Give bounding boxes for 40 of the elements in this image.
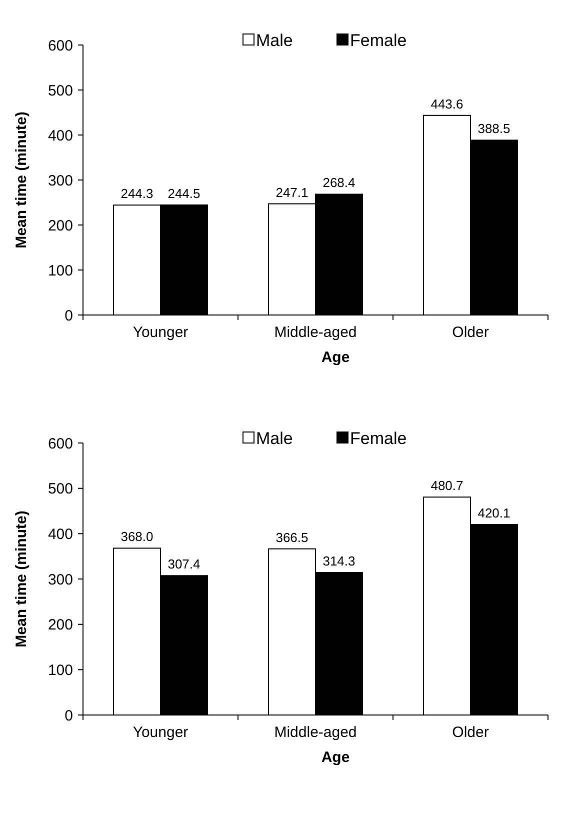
data-label: 244.3	[120, 186, 154, 202]
y-tick-label: 0	[64, 307, 73, 324]
data-label: 307.4	[168, 556, 200, 572]
y-tick-label: 600	[48, 37, 73, 54]
x-tick-label: Middle-aged	[274, 724, 357, 741]
y-tick-label: 300	[48, 172, 73, 190]
legend-label: Female	[350, 428, 407, 448]
y-tick-label: 100	[48, 662, 73, 679]
y-tick-label: 100	[48, 262, 73, 280]
x-tick-label: Younger	[132, 724, 188, 741]
x-tick-label: Middle-aged	[274, 324, 357, 341]
data-label: 420.1	[478, 506, 510, 521]
data-label: 244.5	[168, 186, 200, 201]
y-tick-label: 400	[48, 127, 73, 144]
data-label: 480.7	[430, 478, 464, 494]
data-label: 443.6	[430, 96, 464, 112]
x-tick-label: Younger	[132, 324, 188, 341]
y-tick-label: 0	[64, 707, 73, 724]
x-tick-label: Older	[452, 724, 489, 741]
y-axis-title: Mean time (minute)	[13, 112, 30, 248]
x-tick-label: Older	[452, 324, 489, 341]
x-axis-title: Age	[321, 749, 350, 766]
y-tick-label: 200	[48, 217, 73, 234]
data-label: 247.1	[276, 184, 308, 200]
y-tick-label: 200	[48, 616, 73, 634]
y-axis-title: Mean time (minute)	[13, 510, 30, 648]
y-tick-label: 500	[48, 82, 73, 100]
legend-label: Male	[256, 428, 293, 448]
legend-label: Male	[256, 30, 293, 50]
legend-label: Female	[350, 30, 407, 50]
x-axis-title: Age	[321, 349, 350, 366]
y-tick-label: 400	[48, 526, 73, 543]
data-label: 314.3	[322, 554, 356, 569]
data-label: 268.4	[322, 175, 356, 190]
y-tick-label: 300	[48, 571, 73, 588]
data-label: 366.5	[276, 530, 308, 545]
y-tick-label: 600	[48, 435, 73, 452]
data-label: 388.5	[478, 121, 510, 136]
data-label: 368.0	[120, 529, 154, 544]
y-tick-label: 500	[48, 480, 73, 498]
